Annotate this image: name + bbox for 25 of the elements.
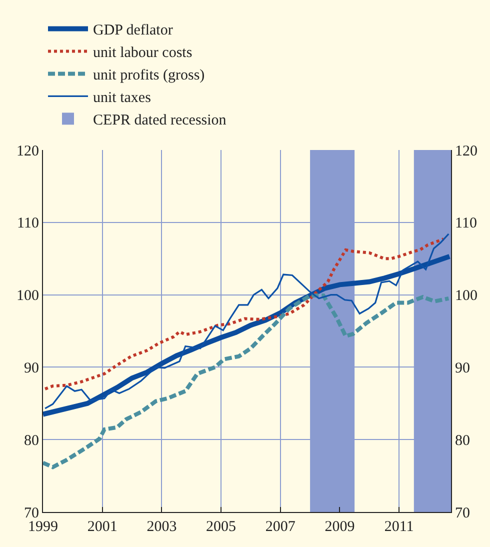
y2-tick-label: 70 <box>455 505 470 522</box>
y2-tick-label: 120 <box>455 143 478 160</box>
y-tick-label: 120 <box>16 143 39 160</box>
legend-label: GDP deflator <box>93 22 173 39</box>
y-tick-label: 70 <box>24 505 39 522</box>
y2-tick-label: 110 <box>455 216 477 232</box>
y-tick-label: 90 <box>24 360 39 376</box>
x-tick-label: 2011 <box>384 519 414 535</box>
legend-label: unit profits (gross) <box>93 68 205 84</box>
x-tick-label: 2003 <box>146 519 177 535</box>
legend-label: CEPR dated recession <box>93 112 227 129</box>
y2-tick-label: 80 <box>455 432 470 449</box>
y-tick-label: 100 <box>16 288 39 304</box>
y-tick-label: 80 <box>24 432 39 449</box>
x-tick-label: 1999 <box>28 519 58 535</box>
legend-label: unit taxes <box>93 90 152 106</box>
y-tick-label: 110 <box>17 216 39 232</box>
legend-label: unit labour costs <box>93 45 192 62</box>
y2-tick-label: 100 <box>455 288 478 304</box>
x-tick-label: 2005 <box>206 519 236 535</box>
x-tick-label: 2009 <box>324 519 355 535</box>
line-series <box>43 294 451 470</box>
y2-tick-label: 90 <box>455 360 470 376</box>
x-tick-label: 2007 <box>265 519 296 535</box>
x-tick-label: 2001 <box>87 519 118 535</box>
